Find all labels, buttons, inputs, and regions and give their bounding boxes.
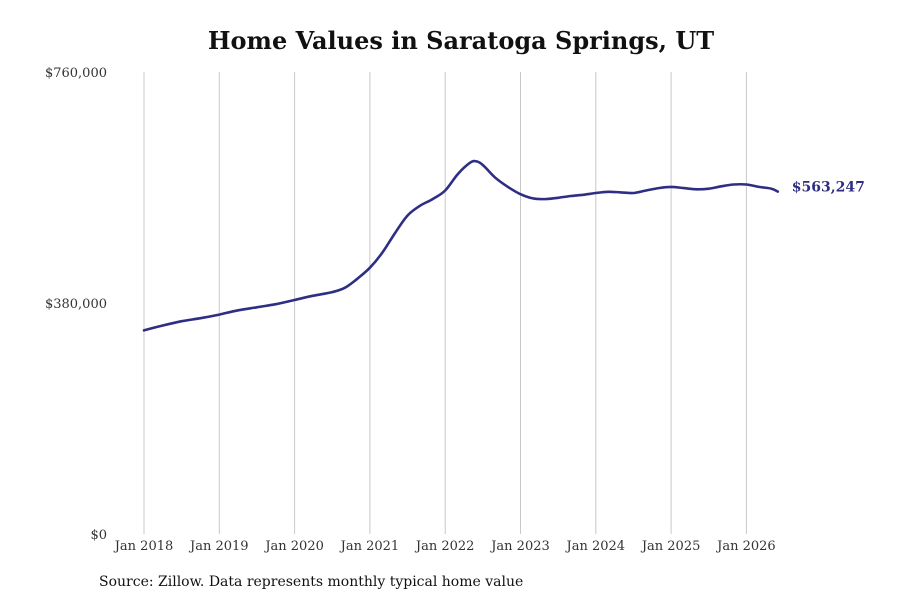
- series-lines: [142, 159, 780, 332]
- x-tick-label: Jan 2024: [565, 539, 626, 554]
- chart-title: Home Values in Saratoga Springs, UT: [207, 26, 715, 55]
- x-tick-label: Jan 2026: [715, 539, 776, 554]
- y-tick-label: $380,000: [45, 297, 107, 312]
- x-tick-label: Jan 2020: [263, 539, 324, 554]
- series-line: [142, 159, 780, 332]
- y-tick-label: $0: [90, 528, 107, 543]
- x-tick-label: Jan 2021: [339, 539, 400, 554]
- end-value-label: $563,247: [792, 180, 865, 196]
- y-axis-tick-labels: $760,000 $380,000 $0: [45, 66, 107, 543]
- x-tick-label: Jan 2019: [188, 539, 249, 554]
- data-labels: $563,247: [792, 180, 865, 196]
- x-axis-tick-labels: Jan 2018 Jan 2019 Jan 2020 Jan 2021 Jan 2022…: [113, 539, 776, 554]
- x-tick-label: Jan 2018: [113, 539, 174, 554]
- x-tick-label: Jan 2023: [489, 539, 550, 554]
- y-tick-label: $760,000: [45, 66, 107, 81]
- x-tick-label: Jan 2025: [640, 539, 701, 554]
- gridlines: [143, 72, 747, 534]
- x-tick-label: Jan 2022: [414, 539, 475, 554]
- source-note: Source: Zillow. Data represents monthly …: [99, 574, 524, 590]
